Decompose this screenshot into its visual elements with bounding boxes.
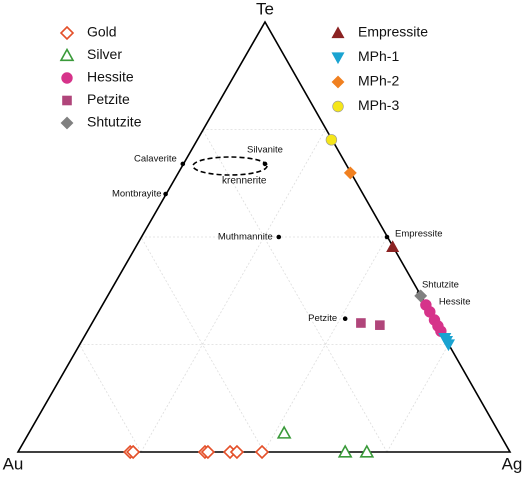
marker <box>276 425 292 439</box>
legend-marker <box>331 26 345 39</box>
legend-label: MPh-3 <box>358 97 399 113</box>
marker <box>375 320 385 330</box>
marker <box>200 444 216 460</box>
marker <box>359 444 375 458</box>
reference-point <box>180 161 186 167</box>
reference-label: Shtutzite <box>422 279 459 290</box>
marker <box>343 166 357 180</box>
legend-marker <box>60 116 74 130</box>
grid-line <box>263 236 388 453</box>
vertex-label: Au <box>3 454 24 473</box>
marker <box>337 444 353 458</box>
reference-point <box>384 234 390 240</box>
legend-marker <box>59 25 75 41</box>
grid <box>79 129 449 453</box>
legend-marker <box>59 47 75 62</box>
grid-line <box>202 129 388 453</box>
reference-label: Empressite <box>395 229 443 240</box>
grid-line <box>140 129 326 453</box>
reference-point <box>163 191 168 197</box>
legend-marker <box>332 100 344 113</box>
legend-label: MPh-2 <box>358 73 399 89</box>
reference-label: Petzite <box>308 313 337 324</box>
legend-label: Gold <box>87 24 117 40</box>
legend-label: Empressite <box>358 24 428 40</box>
krennerite-field <box>192 156 268 176</box>
grid-line <box>140 236 265 453</box>
marker <box>125 444 141 460</box>
reference-label: Hessite <box>439 297 471 308</box>
legend-marker <box>331 75 345 89</box>
reference-point <box>262 161 268 167</box>
legend-label: Hessite <box>87 69 134 85</box>
legend-marker <box>331 52 345 65</box>
grid-line <box>386 344 449 453</box>
marker <box>441 339 456 352</box>
annotation: krennerite <box>222 176 267 187</box>
legend-label: MPh-1 <box>358 48 399 64</box>
legend-marker <box>61 72 73 84</box>
legend-label: Shtutzite <box>87 114 142 130</box>
grid-line <box>79 344 142 453</box>
legend-label: Petzite <box>87 91 130 107</box>
marker <box>325 134 338 146</box>
legend-marker <box>62 95 72 106</box>
marker <box>414 289 428 303</box>
vertex-label: Ag <box>502 454 523 473</box>
marker <box>229 444 245 460</box>
vertex-label: Te <box>256 0 274 18</box>
reference-point <box>276 234 282 240</box>
reference-label: Silvanite <box>247 144 283 155</box>
marker <box>254 444 270 460</box>
marker <box>386 240 400 252</box>
marker <box>356 318 366 328</box>
reference-label: Muthmannite <box>218 232 273 243</box>
legend-label: Silver <box>87 46 122 62</box>
reference-label: Calaverite <box>134 153 177 164</box>
reference-label: Montbrayite <box>112 189 162 200</box>
reference-point <box>342 316 348 322</box>
